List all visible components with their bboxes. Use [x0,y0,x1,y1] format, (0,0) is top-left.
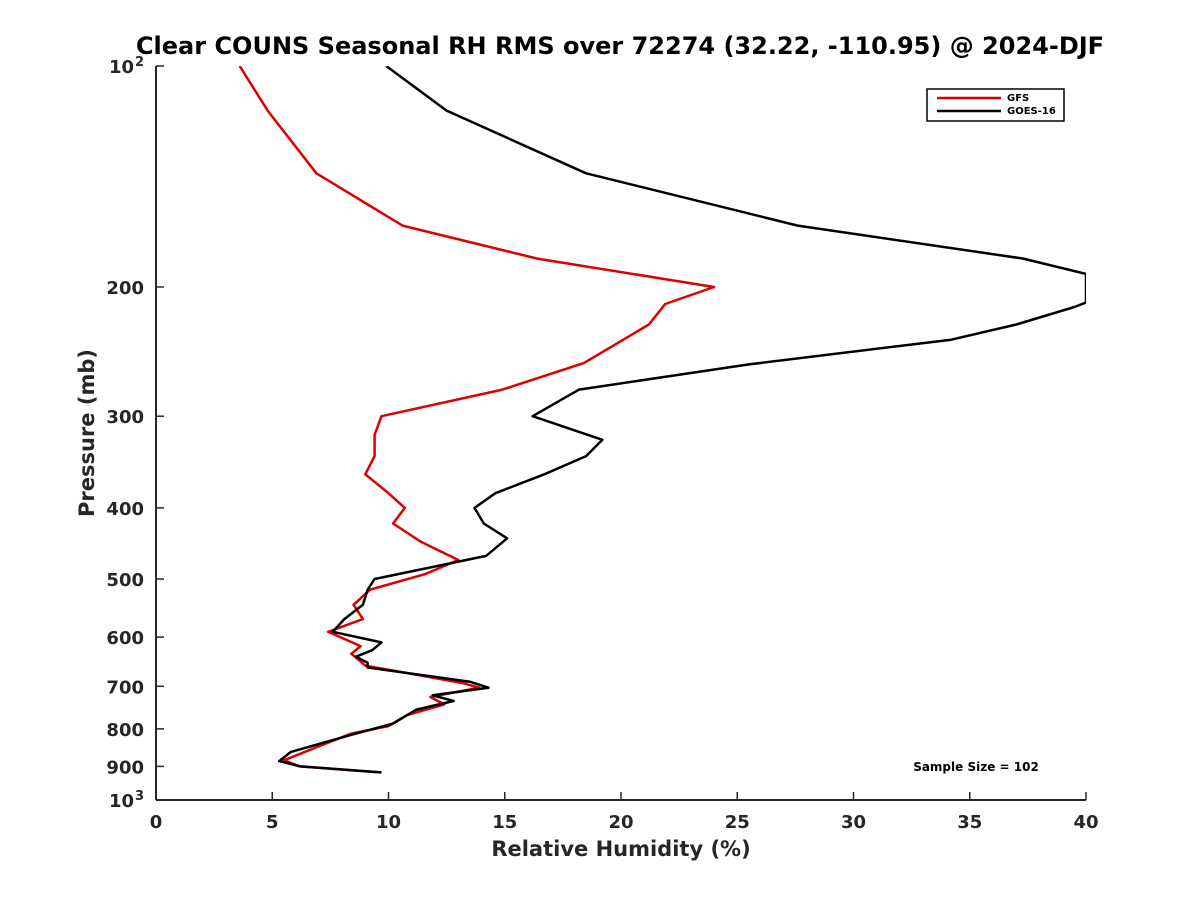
x-tick-label: 25 [725,812,750,833]
series-line-gfs [238,66,716,774]
y-tick-label: 500 [106,570,144,591]
plot-area: 0 5 10 15 20 25 30 35 40 10 220030040050060070080… [106,55,1098,833]
y-tick-label: 300 [106,407,144,428]
x-tick-label: 10 [376,812,401,833]
x-tick-label: 40 [1073,812,1098,833]
x-axis-label: Relative Humidity (%) [491,837,750,861]
legend-box [926,88,1065,122]
legend: GFS GOES-16 [926,88,1065,122]
y-tick-exponent: 3 [135,789,144,804]
x-tick-label: 30 [841,812,866,833]
x-axis-ticks: 0 5 10 15 20 25 30 35 40 [150,792,1099,833]
y-tick-label: 600 [106,628,144,649]
x-tick-label: 35 [957,812,982,833]
y-tick-label: 400 [106,499,144,520]
sample-size-annotation: Sample Size = 102 [913,760,1039,774]
y-tick-label: 800 [106,720,144,741]
chart-title: Clear COUNS Seasonal RH RMS over 72274 (… [136,32,1104,60]
y-tick-label: 900 [106,757,144,778]
x-tick-label: 20 [608,812,633,833]
x-tick-label: 0 [150,812,163,833]
x-tick-label: 15 [492,812,517,833]
y-axis-label: Pressure (mb) [75,349,99,517]
x-tick-label: 5 [266,812,279,833]
series-line-goes16 [277,66,1086,774]
y-tick-exponent: 2 [135,55,144,70]
series-layer [238,66,1086,774]
legend-label-gfs: GFS [1007,93,1029,104]
y-tick-label: 10 [109,791,134,812]
y-tick-label: 10 [109,57,134,78]
legend-label-goes16: GOES-16 [1007,106,1056,117]
y-tick-label: 200 [106,278,144,299]
y-tick-label: 700 [106,677,144,698]
